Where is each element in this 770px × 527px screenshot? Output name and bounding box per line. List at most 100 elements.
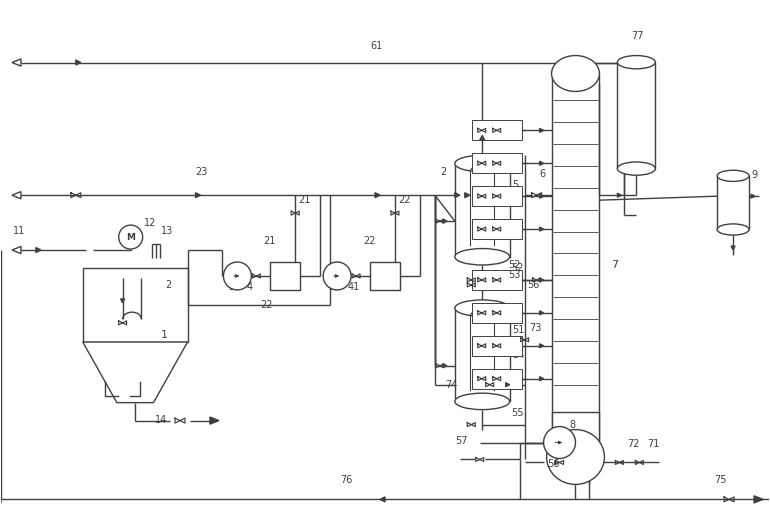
Text: 72: 72 [628,438,640,448]
Bar [717,176,749,229]
Text: 8: 8 [570,419,576,430]
Polygon shape [540,311,544,315]
Text: 56: 56 [547,460,560,470]
Text: M: M [126,232,136,241]
Polygon shape [540,227,544,231]
Bar [472,369,521,389]
Polygon shape [540,194,544,198]
Polygon shape [480,135,485,140]
Text: 4: 4 [246,282,253,292]
Bar [472,303,521,323]
Polygon shape [506,383,510,387]
Polygon shape [443,219,447,223]
Text: 55: 55 [512,407,524,417]
Polygon shape [731,246,735,250]
Circle shape [223,262,251,290]
Text: 76: 76 [340,475,353,485]
Text: 75: 75 [714,475,727,485]
Text: 22: 22 [398,195,410,205]
Bar [455,163,510,257]
Text: 2: 2 [440,167,446,177]
Polygon shape [36,248,41,252]
Polygon shape [540,377,544,380]
Bar [472,219,521,239]
Ellipse shape [455,155,510,172]
Circle shape [119,225,142,249]
Bar [551,412,599,466]
Text: 21: 21 [298,195,310,205]
Text: 12: 12 [144,218,156,228]
Bar [551,73,599,466]
Bar [472,270,521,290]
Ellipse shape [455,300,510,316]
Text: 22: 22 [260,300,273,310]
Text: 6: 6 [540,169,546,179]
Text: 54: 54 [513,350,525,360]
Polygon shape [75,60,81,65]
Text: 3: 3 [229,282,235,292]
Polygon shape [196,193,200,198]
Polygon shape [12,59,21,66]
Polygon shape [540,129,544,132]
Polygon shape [121,299,125,303]
Bar [370,262,400,290]
Text: 31: 31 [328,282,340,292]
Ellipse shape [717,170,749,181]
Polygon shape [12,192,21,199]
Polygon shape [455,193,460,198]
Text: 73: 73 [530,323,542,333]
Polygon shape [12,247,21,253]
Text: 74: 74 [445,379,457,389]
Polygon shape [83,342,188,403]
Bar [455,308,510,402]
Polygon shape [380,497,385,502]
Bar [618,62,655,169]
Bar [472,153,521,173]
Ellipse shape [618,162,655,175]
Ellipse shape [717,224,749,235]
Polygon shape [754,496,763,503]
Text: 53: 53 [512,275,524,285]
Text: 56: 56 [527,280,540,290]
Bar [472,186,521,206]
Ellipse shape [551,55,599,92]
Text: 52: 52 [509,260,521,270]
Text: 7: 7 [611,260,618,270]
Bar [472,120,521,140]
Text: 57: 57 [455,435,467,445]
Ellipse shape [618,55,655,69]
Polygon shape [618,193,621,197]
Polygon shape [0,496,1,503]
Bar [270,262,300,290]
Polygon shape [443,364,447,368]
Text: 11: 11 [13,226,25,236]
Text: 2: 2 [166,280,172,290]
Polygon shape [465,193,470,198]
Text: 5: 5 [513,180,519,190]
Text: 1: 1 [161,330,168,340]
Ellipse shape [455,393,510,409]
Bar [472,336,521,356]
Polygon shape [540,344,544,348]
Circle shape [323,262,351,290]
Text: 53: 53 [509,270,521,280]
Ellipse shape [547,430,604,484]
Text: 14: 14 [155,415,167,425]
Text: 22: 22 [363,236,376,246]
Text: 61: 61 [370,41,382,51]
Polygon shape [751,194,755,198]
Bar [83,268,188,342]
Polygon shape [375,193,380,198]
Text: 21: 21 [263,236,276,246]
Text: 23: 23 [196,167,208,177]
Text: 51: 51 [513,325,525,335]
Text: 71: 71 [648,438,660,448]
Circle shape [544,426,575,458]
Polygon shape [210,417,219,424]
Polygon shape [540,161,544,165]
Text: 9: 9 [751,170,757,180]
Text: 41: 41 [347,282,360,292]
Polygon shape [540,278,544,282]
Ellipse shape [455,249,510,265]
Text: 77: 77 [631,31,644,41]
